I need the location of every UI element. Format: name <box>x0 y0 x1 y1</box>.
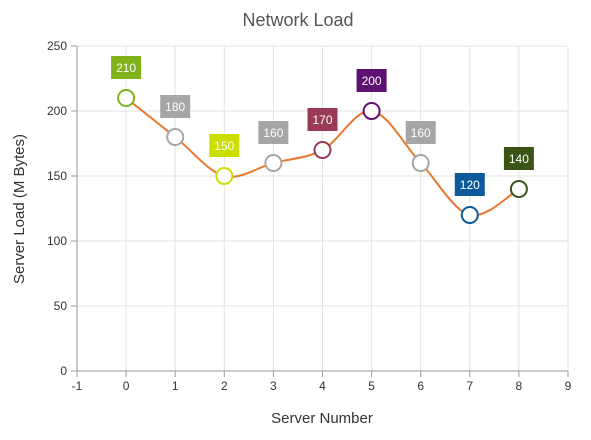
data-point <box>215 167 234 185</box>
data-label: 170 <box>312 113 332 127</box>
y-tick-label: 0 <box>60 364 67 378</box>
x-axis-label: Server Number <box>271 410 373 427</box>
data-label-box <box>454 173 485 196</box>
x-tick-label: 6 <box>417 379 424 393</box>
x-tick-label: 4 <box>319 379 326 393</box>
data-label-box <box>307 108 338 131</box>
data-label-box <box>258 121 289 144</box>
data-label-box <box>405 121 436 144</box>
data-label: 150 <box>214 139 234 153</box>
x-tick-label: -1 <box>72 379 83 393</box>
x-tick-label: 1 <box>172 379 179 393</box>
data-label-box <box>111 56 142 79</box>
data-label: 180 <box>165 100 185 114</box>
data-label: 140 <box>509 152 529 166</box>
x-tick-label: 3 <box>270 379 277 393</box>
x-tick-label: 5 <box>368 379 375 393</box>
data-label: 210 <box>116 61 136 75</box>
data-point <box>411 154 430 172</box>
data-label: 160 <box>263 126 283 140</box>
data-label-layer: 210 180 150 160 170 200 160 120 140 <box>111 56 534 196</box>
data-label: 200 <box>362 74 382 88</box>
data-label-box <box>209 134 240 157</box>
data-label-box <box>356 69 387 92</box>
series-layer <box>117 89 528 224</box>
data-label: 160 <box>411 126 431 140</box>
x-tick-label: 8 <box>516 379 523 393</box>
chart-title: Network Load <box>242 10 353 30</box>
x-tick-label: 7 <box>466 379 473 393</box>
y-tick-label: 100 <box>47 234 67 248</box>
data-point <box>166 128 185 146</box>
data-label-box <box>503 147 534 170</box>
y-tick-label: 50 <box>54 299 68 313</box>
data-label: 120 <box>460 178 480 192</box>
data-point <box>460 206 479 224</box>
y-tick-label: 150 <box>47 169 67 183</box>
data-point <box>362 102 381 120</box>
data-point <box>509 180 528 198</box>
axes: 0 50 100 150 200 250 -1 0 1 2 3 4 5 6 7 8 9 <box>47 39 572 393</box>
data-point <box>313 141 332 159</box>
x-tick-label: 2 <box>221 379 228 393</box>
x-tick-label: 9 <box>565 379 572 393</box>
data-label-box <box>160 95 191 118</box>
y-axis-label: Server Load (M Bytes) <box>11 134 28 284</box>
y-tick-label: 250 <box>47 39 67 53</box>
y-tick-label: 200 <box>47 104 67 118</box>
data-point <box>264 154 283 172</box>
data-point <box>117 89 136 107</box>
x-tick-label: 0 <box>123 379 130 393</box>
